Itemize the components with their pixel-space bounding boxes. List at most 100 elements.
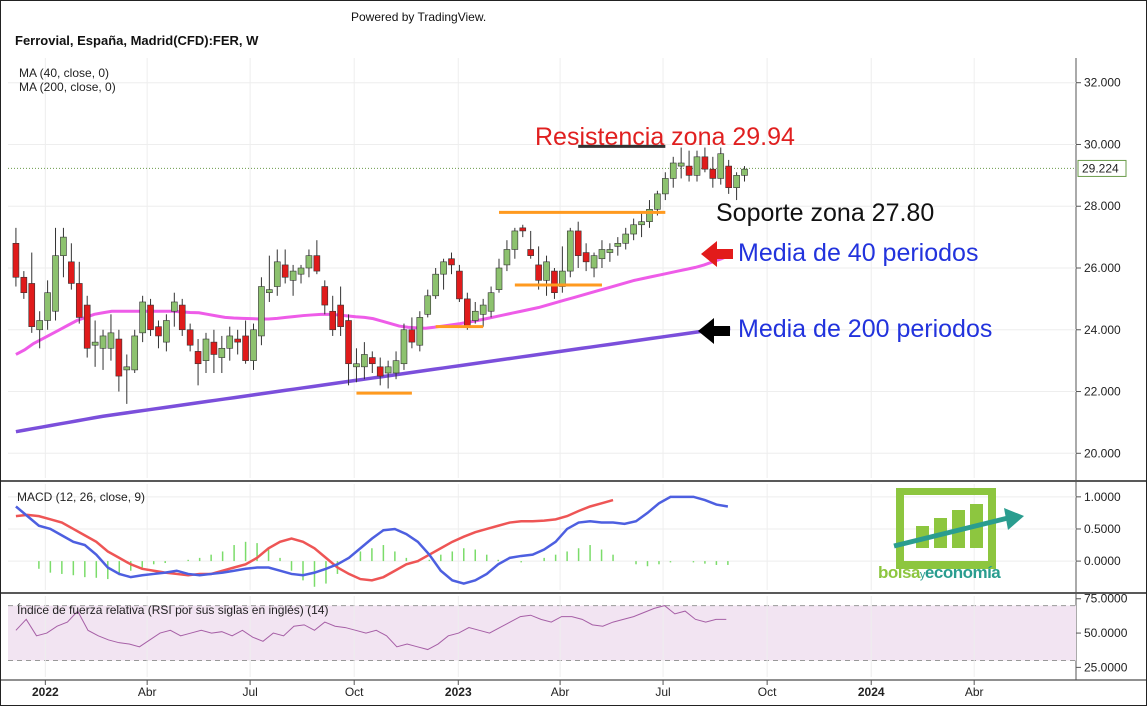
candle[interactable] xyxy=(693,156,701,176)
candle[interactable] xyxy=(614,242,622,247)
macd-signal-line[interactable] xyxy=(15,498,614,582)
candle[interactable] xyxy=(384,366,392,374)
candle[interactable] xyxy=(36,320,43,331)
candle[interactable] xyxy=(701,156,709,170)
candle[interactable] xyxy=(559,270,566,287)
candle[interactable] xyxy=(131,335,139,371)
candle[interactable] xyxy=(297,267,305,275)
macd-legend[interactable]: MACD (12, 26, close, 9) xyxy=(17,490,146,504)
candle[interactable] xyxy=(242,335,249,361)
candle[interactable] xyxy=(709,168,717,179)
candle[interactable] xyxy=(99,335,107,349)
candle[interactable] xyxy=(52,255,59,312)
candle[interactable] xyxy=(503,249,511,266)
rsi-legend[interactable]: Índice de fuerza relativa (RSI por sus s… xyxy=(17,603,329,617)
candle[interactable] xyxy=(305,255,313,269)
candle[interactable] xyxy=(638,221,645,226)
candle[interactable] xyxy=(487,292,495,312)
candle[interactable] xyxy=(646,209,653,222)
candle[interactable] xyxy=(479,304,487,315)
candle[interactable] xyxy=(566,230,574,272)
candle[interactable] xyxy=(606,249,614,253)
candle[interactable] xyxy=(202,338,210,361)
candle[interactable] xyxy=(590,255,598,269)
candle[interactable] xyxy=(12,242,20,278)
candle[interactable] xyxy=(289,270,297,281)
candle[interactable] xyxy=(258,286,265,337)
candle[interactable] xyxy=(115,338,123,377)
candle[interactable] xyxy=(685,165,693,176)
candle[interactable] xyxy=(210,341,218,355)
ma200-line[interactable] xyxy=(15,326,731,434)
ma40-line[interactable] xyxy=(15,253,731,356)
candle[interactable] xyxy=(535,264,542,281)
candle[interactable] xyxy=(44,292,51,321)
candle[interactable] xyxy=(83,304,91,349)
macd-line[interactable] xyxy=(15,495,729,585)
candle[interactable] xyxy=(163,320,170,343)
candle[interactable] xyxy=(171,301,178,312)
candle[interactable] xyxy=(392,360,400,374)
ma40-legend[interactable]: MA (40, close, 0) xyxy=(19,66,110,80)
candle[interactable] xyxy=(654,193,661,210)
candle[interactable] xyxy=(424,295,432,315)
candle[interactable] xyxy=(432,273,439,297)
candle[interactable] xyxy=(733,175,740,189)
candle[interactable] xyxy=(662,178,669,195)
candle[interactable] xyxy=(123,366,131,371)
candle[interactable] xyxy=(313,255,321,272)
candle[interactable] xyxy=(266,289,273,294)
candle[interactable] xyxy=(91,341,99,346)
candle[interactable] xyxy=(194,351,202,365)
candle[interactable] xyxy=(250,329,257,361)
candle[interactable] xyxy=(60,236,67,256)
candle[interactable] xyxy=(147,304,154,331)
candle[interactable] xyxy=(669,162,677,179)
candle[interactable] xyxy=(622,233,630,244)
candle[interactable] xyxy=(464,298,471,327)
candle[interactable] xyxy=(400,329,408,365)
candle[interactable] xyxy=(75,283,83,318)
candle[interactable] xyxy=(139,301,146,334)
candle[interactable] xyxy=(408,329,416,343)
candle[interactable] xyxy=(68,261,75,284)
candle[interactable] xyxy=(725,165,732,189)
candle[interactable] xyxy=(321,286,329,306)
candle[interactable] xyxy=(448,258,455,266)
candle[interactable] xyxy=(273,261,281,287)
candle[interactable] xyxy=(107,332,115,349)
candle[interactable] xyxy=(345,320,352,365)
ma200-legend[interactable]: MA (200, close, 0) xyxy=(19,80,116,94)
candle[interactable] xyxy=(368,357,376,365)
candle[interactable] xyxy=(234,338,241,343)
candle[interactable] xyxy=(218,347,226,358)
candle[interactable] xyxy=(329,310,336,331)
candle[interactable] xyxy=(471,310,479,321)
candle[interactable] xyxy=(495,267,503,290)
candle[interactable] xyxy=(155,326,162,337)
candle[interactable] xyxy=(416,317,424,346)
candle[interactable] xyxy=(574,230,582,256)
candle[interactable] xyxy=(28,283,36,327)
candle[interactable] xyxy=(178,304,186,331)
candle[interactable] xyxy=(226,335,234,349)
candle[interactable] xyxy=(582,252,590,263)
candle[interactable] xyxy=(353,363,360,368)
candle[interactable] xyxy=(440,261,447,275)
candle[interactable] xyxy=(543,261,550,281)
candle[interactable] xyxy=(717,153,725,179)
candle[interactable] xyxy=(337,304,344,327)
candle[interactable] xyxy=(281,264,289,278)
rsi-line[interactable] xyxy=(15,605,727,651)
candle[interactable] xyxy=(376,366,384,377)
candle[interactable] xyxy=(511,230,519,250)
candle[interactable] xyxy=(361,354,368,368)
candle[interactable] xyxy=(630,224,637,235)
candle[interactable] xyxy=(527,249,534,256)
candle[interactable] xyxy=(20,276,28,294)
candle[interactable] xyxy=(677,162,685,167)
candle[interactable] xyxy=(551,270,558,294)
candle[interactable] xyxy=(186,329,194,346)
candle[interactable] xyxy=(741,168,748,176)
